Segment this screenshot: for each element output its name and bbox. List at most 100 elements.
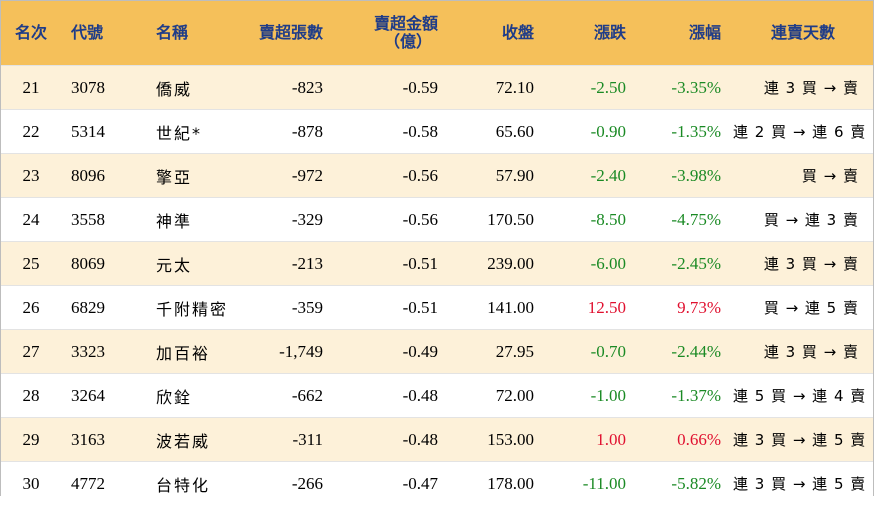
streak-cell: 連 3 買 → 賣 (733, 66, 873, 110)
change-pct-cell: -2.45% (638, 242, 733, 286)
close-cell: 27.95 (450, 330, 546, 374)
change-pct-cell: -4.75% (638, 198, 733, 242)
header-sell-amount-line2: （億） (335, 33, 438, 51)
code-cell: 6829 (61, 286, 134, 330)
rank-cell: 25 (1, 242, 61, 286)
rank-cell: 23 (1, 154, 61, 198)
sell-amount-cell: -0.58 (335, 110, 450, 154)
streak-cell: 連 5 買 → 連 4 賣 (733, 374, 873, 418)
streak-cell: 買 → 賣 (733, 154, 873, 198)
change-cell: 1.00 (546, 418, 638, 462)
header-rank: 名次 (1, 1, 61, 66)
name-cell: 僑威 (134, 66, 246, 110)
rank-cell: 27 (1, 330, 61, 374)
rank-cell: 22 (1, 110, 61, 154)
change-cell: 12.50 (546, 286, 638, 330)
change-pct-cell: -3.35% (638, 66, 733, 110)
change-pct-cell: 9.73% (638, 286, 733, 330)
name-cell: 台特化 (134, 462, 246, 505)
name-cell: 擎亞 (134, 154, 246, 198)
rank-cell: 30 (1, 462, 61, 505)
sell-volume-cell: -1,749 (246, 330, 335, 374)
code-cell: 4772 (61, 462, 134, 505)
code-cell: 3163 (61, 418, 134, 462)
close-cell: 170.50 (450, 198, 546, 242)
name-cell: 波若威 (134, 418, 246, 462)
sell-volume-cell: -359 (246, 286, 335, 330)
change-cell: -6.00 (546, 242, 638, 286)
sell-volume-cell: -329 (246, 198, 335, 242)
sell-volume-cell: -311 (246, 418, 335, 462)
change-cell: -1.00 (546, 374, 638, 418)
sell-amount-cell: -0.51 (335, 286, 450, 330)
sell-volume-cell: -878 (246, 110, 335, 154)
name-cell: 世紀* (134, 110, 246, 154)
code-cell: 8069 (61, 242, 134, 286)
code-cell: 3558 (61, 198, 134, 242)
code-cell: 3078 (61, 66, 134, 110)
header-code: 代號 (61, 1, 134, 66)
streak-cell: 連 3 買 → 連 5 賣 (733, 462, 873, 505)
streak-cell: 連 3 買 → 連 5 賣 (733, 418, 873, 462)
header-sell-amount: 賣超金額 （億） (335, 1, 450, 66)
close-cell: 141.00 (450, 286, 546, 330)
sell-amount-cell: -0.56 (335, 154, 450, 198)
close-cell: 72.10 (450, 66, 546, 110)
code-cell: 5314 (61, 110, 134, 154)
change-pct-cell: -2.44% (638, 330, 733, 374)
header-sell-volume: 賣超張數 (246, 1, 335, 66)
name-cell: 加百裕 (134, 330, 246, 374)
rank-cell: 21 (1, 66, 61, 110)
change-cell: -2.50 (546, 66, 638, 110)
sell-volume-cell: -266 (246, 462, 335, 505)
streak-cell: 連 3 買 → 賣 (733, 330, 873, 374)
header-change: 漲跌 (546, 1, 638, 66)
change-pct-cell: -1.37% (638, 374, 733, 418)
sell-amount-cell: -0.48 (335, 374, 450, 418)
change-cell: -11.00 (546, 462, 638, 505)
rank-cell: 24 (1, 198, 61, 242)
sell-volume-cell: -213 (246, 242, 335, 286)
close-cell: 72.00 (450, 374, 546, 418)
code-cell: 3264 (61, 374, 134, 418)
code-cell: 3323 (61, 330, 134, 374)
rank-cell: 26 (1, 286, 61, 330)
streak-cell: 連 3 買 → 賣 (733, 242, 873, 286)
name-cell: 神準 (134, 198, 246, 242)
code-cell: 8096 (61, 154, 134, 198)
sell-amount-cell: -0.48 (335, 418, 450, 462)
sell-volume-cell: -972 (246, 154, 335, 198)
change-pct-cell: -3.98% (638, 154, 733, 198)
header-change-pct: 漲幅 (638, 1, 733, 66)
sell-volume-cell: -662 (246, 374, 335, 418)
sell-volume-cell: -823 (246, 66, 335, 110)
close-cell: 239.00 (450, 242, 546, 286)
change-cell: -0.90 (546, 110, 638, 154)
header-streak: 連賣天數 (733, 1, 873, 66)
name-cell: 千附精密 (134, 286, 246, 330)
change-pct-cell: -5.82% (638, 462, 733, 505)
sell-amount-cell: -0.59 (335, 66, 450, 110)
close-cell: 57.90 (450, 154, 546, 198)
header-close: 收盤 (450, 1, 546, 66)
table-header: 名次 代號 名稱 賣超張數 賣超金額 （億） 收盤 漲跌 漲幅 連賣天數 (1, 1, 873, 66)
close-cell: 65.60 (450, 110, 546, 154)
streak-cell: 連 2 買 → 連 6 賣 (733, 110, 873, 154)
close-cell: 153.00 (450, 418, 546, 462)
streak-cell: 買 → 連 5 賣 (733, 286, 873, 330)
rank-cell: 28 (1, 374, 61, 418)
change-cell: -8.50 (546, 198, 638, 242)
sell-amount-cell: -0.51 (335, 242, 450, 286)
rank-cell: 29 (1, 418, 61, 462)
